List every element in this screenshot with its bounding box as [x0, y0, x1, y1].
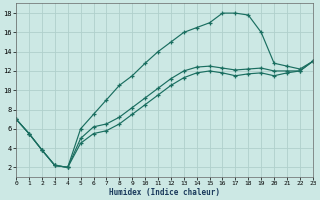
X-axis label: Humidex (Indice chaleur): Humidex (Indice chaleur): [109, 188, 220, 197]
